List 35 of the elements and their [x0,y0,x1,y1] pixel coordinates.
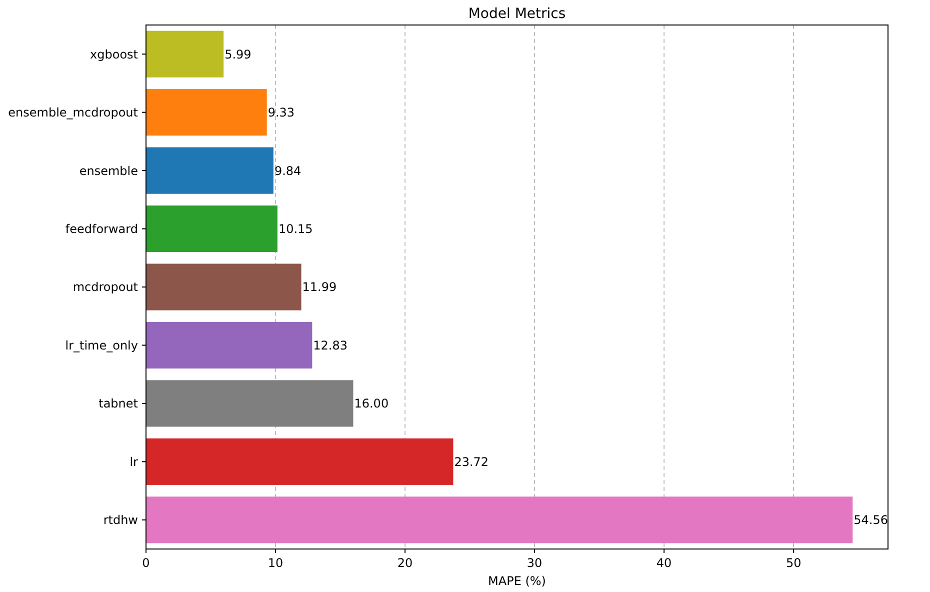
bar [146,380,354,427]
bar [146,496,853,544]
x-tick-label: 10 [268,556,284,570]
data-label: 12.83 [313,338,348,352]
bar [146,322,312,369]
data-label: 11.99 [302,280,337,294]
bar [146,438,454,485]
data-label: 54.56 [854,513,888,528]
bar [146,147,274,194]
chart-title: Model Metrics [468,6,566,22]
y-tick-label: lr_time_only [65,338,138,352]
y-tick-label: mcdropout [72,280,138,294]
y-tick-label: rtdhw [103,513,138,528]
x-tick-label: 0 [142,556,150,570]
x-axis-title: MAPE (%) [488,574,546,588]
x-tick-label: 50 [786,556,802,570]
data-label: 9.33 [268,106,295,120]
y-tick-label: ensemble_mcdropout [8,106,138,120]
data-label: 16.00 [354,396,389,411]
bar [146,30,224,78]
data-label: 10.15 [278,222,313,236]
x-tick-label: 20 [397,556,413,570]
bar [146,89,267,136]
y-tick-label: tabnet [98,396,138,411]
bar [146,205,278,252]
bar [146,264,302,310]
x-tick-label: 40 [656,556,672,570]
y-tick-label: ensemble [79,164,138,178]
x-tick-label: 30 [526,556,542,570]
y-tick-label: lr [130,454,138,469]
data-label: 23.72 [454,454,489,469]
y-tick-label: xgboost [90,47,138,62]
y-tick-label: feedforward [65,222,138,236]
data-label: 5.99 [224,47,252,62]
data-label: 9.84 [274,164,302,178]
